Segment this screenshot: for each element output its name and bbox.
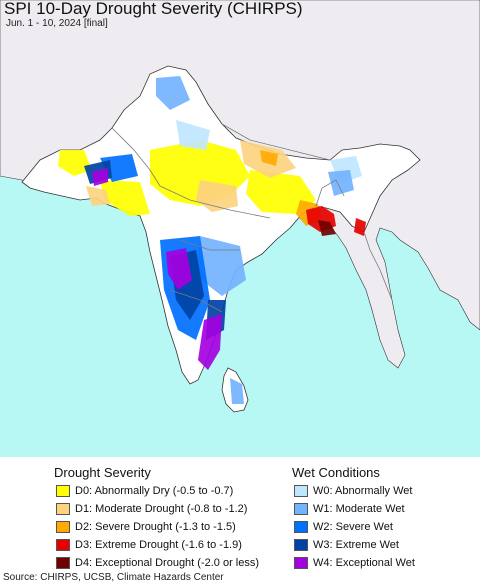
- legend-label-d0: D0: Abnormally Dry (-0.5 to -0.7): [75, 485, 234, 497]
- swatch-w4: [294, 557, 308, 569]
- legend-item-d2: D2: Severe Drought (-1.3 to -1.5): [56, 520, 236, 534]
- legend-item-d0: D0: Abnormally Dry (-0.5 to -0.7): [56, 484, 233, 498]
- map-subtitle: Jun. 1 - 10, 2024 [final]: [6, 18, 108, 29]
- swatch-w2: [294, 521, 308, 533]
- wet-legend-heading: Wet Conditions: [292, 465, 380, 480]
- legend-item-w3: W3: Extreme Wet: [294, 538, 399, 552]
- patch-w1-16: [328, 170, 354, 196]
- patch-d0-3: [58, 150, 92, 176]
- swatch-w1: [294, 503, 308, 515]
- legend-label-w4: W4: Exceptional Wet: [313, 557, 415, 569]
- legend-item-d4: D4: Exceptional Drought (-2.0 or less): [56, 556, 259, 570]
- swatch-d0: [56, 485, 70, 497]
- swatch-d4: [56, 557, 70, 569]
- patch-d1-6: [86, 186, 110, 206]
- south-asia-land: [21, 65, 421, 385]
- patch-d0-2: [100, 180, 150, 216]
- map-title: SPI 10-Day Drought Severity (CHIRPS): [4, 0, 303, 18]
- legend-item-w1: W1: Moderate Wet: [294, 502, 405, 516]
- legend-label-d1: D1: Moderate Drought (-0.8 to -1.2): [75, 503, 248, 515]
- patch-w4-23: [198, 314, 222, 370]
- legend-label-d4: D4: Exceptional Drought (-2.0 or less): [75, 557, 260, 569]
- source-credit: Source: CHIRPS, UCSB, Climate Hazards Ce…: [3, 572, 224, 583]
- patch-w4-22: [166, 248, 192, 290]
- swatch-w0: [294, 485, 308, 497]
- patch-d3-10: [354, 218, 366, 236]
- legend-label-w3: W3: Extreme Wet: [313, 539, 399, 551]
- legend-label-d3: D3: Extreme Drought (-1.6 to -1.9): [75, 539, 242, 551]
- patch-w1-14: [156, 76, 190, 110]
- legend-item-w0: W0: Abnormally Wet: [294, 484, 412, 498]
- legend-label-w1: W1: Moderate Wet: [313, 503, 405, 515]
- swatch-d1: [56, 503, 70, 515]
- legend-item-w2: W2: Severe Wet: [294, 520, 393, 534]
- patch-d2-8: [260, 150, 278, 166]
- swatch-d3: [56, 539, 70, 551]
- legend-item-w4: W4: Exceptional Wet: [294, 556, 415, 570]
- legend-label-d2: D2: Severe Drought (-1.3 to -1.5): [75, 521, 236, 533]
- legend-item-d3: D3: Extreme Drought (-1.6 to -1.9): [56, 538, 242, 552]
- legend-label-w2: W2: Severe Wet: [313, 521, 393, 533]
- country-borders: [111, 123, 393, 313]
- patch-w1-25: [230, 378, 244, 404]
- legend-label-w0: W0: Abnormally Wet: [313, 485, 413, 497]
- patch-w1-15: [196, 236, 246, 296]
- patch-d4-11: [318, 220, 336, 236]
- swatch-d2: [56, 521, 70, 533]
- patch-w4-24: [92, 168, 108, 186]
- drought-legend-heading: Drought Severity: [54, 465, 151, 480]
- map-canvas: [0, 0, 480, 457]
- patch-d0-1: [246, 170, 316, 214]
- swatch-w3: [294, 539, 308, 551]
- drought-map: SPI 10-Day Drought Severity (CHIRPS) Jun…: [0, 0, 480, 457]
- legend-item-d1: D1: Moderate Drought (-0.8 to -1.2): [56, 502, 247, 516]
- legend: Drought Severity Wet Conditions D0: Abno…: [0, 457, 480, 569]
- patch-w0-12: [176, 120, 210, 150]
